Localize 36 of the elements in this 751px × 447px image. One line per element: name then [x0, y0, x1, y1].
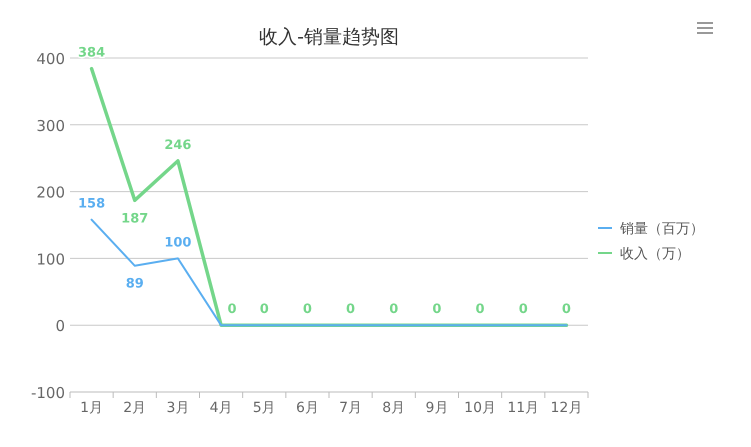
x-tick-label: 12月: [550, 400, 582, 416]
data-label: 0: [476, 302, 485, 318]
data-label: 0: [260, 302, 269, 318]
data-label: 0: [562, 302, 571, 318]
data-label: 0: [302, 302, 312, 318]
y-tick-label: 100: [36, 250, 65, 268]
x-tick-label: 6月: [296, 400, 319, 416]
legend-label: 收入（万）: [620, 246, 690, 262]
legend-label: 销量（百万）: [619, 221, 704, 237]
data-label: 0: [346, 302, 356, 318]
data-label: 187: [121, 211, 148, 226]
data-label: 0: [389, 302, 398, 318]
x-tick-label: 11月: [507, 400, 540, 416]
x-tick-label: 10月: [464, 400, 496, 416]
data-label: 0: [228, 302, 237, 318]
data-label: 89: [126, 276, 144, 292]
x-tick-label: 4月: [210, 400, 233, 416]
data-label: 0: [432, 302, 442, 318]
x-tick-label: 9月: [425, 400, 448, 416]
data-label: 384: [78, 46, 106, 61]
y-tick-label: 200: [36, 184, 65, 202]
chart-title: 收入-销量趋势图: [259, 26, 399, 48]
data-label: 158: [78, 196, 106, 212]
x-tick-label: 2月: [123, 400, 146, 416]
data-label: 246: [164, 138, 192, 153]
y-tick-label: 0: [55, 317, 65, 336]
y-tick-label: -100: [30, 384, 65, 402]
y-tick-label: 400: [36, 50, 65, 68]
x-tick-label: 8月: [382, 400, 406, 416]
x-tick-label: 3月: [166, 400, 190, 416]
x-tick-label: 1月: [80, 400, 104, 416]
data-label: 0: [518, 302, 528, 318]
y-tick-label: 300: [36, 116, 65, 135]
data-label: 100: [164, 235, 192, 250]
x-tick-label: 5月: [252, 400, 276, 416]
x-tick-label: 7月: [339, 400, 362, 416]
